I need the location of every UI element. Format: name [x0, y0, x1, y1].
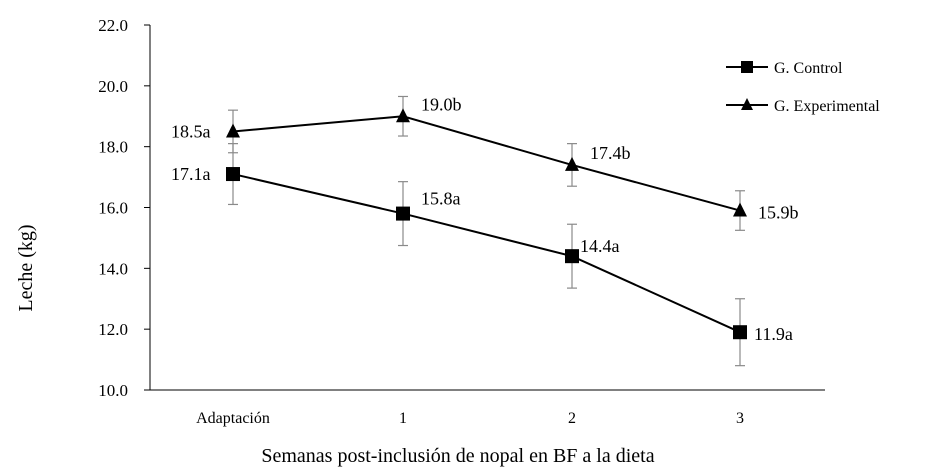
y-tick-label: 16.0 [98, 199, 128, 218]
data-label: 11.9a [754, 324, 793, 344]
legend-square-marker [741, 61, 753, 73]
data-label: 17.1a [171, 164, 211, 184]
square-marker [396, 206, 410, 221]
data-label: 15.9b [758, 203, 799, 223]
triangle-marker [733, 202, 747, 217]
square-marker [226, 167, 240, 182]
square-marker [565, 249, 579, 264]
y-tick-label: 10.0 [98, 381, 128, 400]
y-tick-label: 12.0 [98, 320, 128, 339]
series-lines [232, 115, 741, 334]
data-label: 15.8a [421, 189, 461, 209]
series-line-control [232, 173, 741, 334]
y-tick-label: 18.0 [98, 138, 128, 157]
series-line-experimental [232, 115, 741, 212]
triangle-marker [565, 156, 579, 171]
series-markers [226, 108, 747, 340]
x-axis-title: Semanas post-inclusión de nopal en BF a … [261, 445, 654, 467]
legend-triangle-marker [741, 98, 753, 110]
legend: G. Control G. Experimental [726, 60, 880, 115]
data-labels: 17.1a 15.8a 14.4a 11.9a 18.5a 19.0b 17.4b 15.9b [171, 94, 799, 344]
legend-label: G. Control [774, 60, 843, 77]
data-label: 17.4b [590, 143, 631, 163]
y-tick-label: 22.0 [98, 16, 128, 35]
square-marker [733, 325, 747, 340]
data-label: 18.5a [171, 121, 211, 141]
x-tick-label: 3 [736, 410, 744, 427]
error-bars [228, 95, 745, 367]
y-axis-title: Leche (kg) [15, 224, 37, 311]
y-tick-label: 20.0 [98, 77, 128, 96]
y-tick-label: 14.0 [98, 259, 128, 278]
x-tick-label: 2 [568, 410, 576, 427]
legend-label: G. Experimental [774, 98, 880, 115]
axes: 10.0 12.0 14.0 16.0 18.0 20.0 22.0 Adaptación 1 2… [98, 16, 825, 427]
data-label: 19.0b [421, 94, 462, 114]
data-label: 14.4a [580, 236, 620, 256]
triangle-marker [396, 108, 410, 123]
x-tick-label: Adaptación [196, 410, 270, 427]
triangle-marker [226, 123, 240, 138]
x-tick-label: 1 [399, 410, 407, 427]
